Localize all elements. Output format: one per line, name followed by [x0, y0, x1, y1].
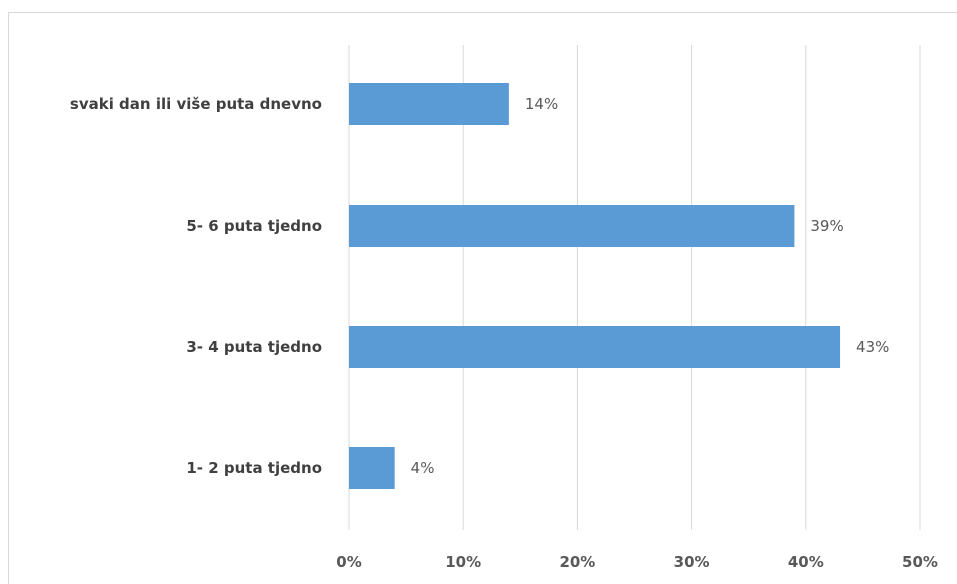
data-labels: 14% 39% 43% 4% [411, 95, 890, 477]
x-tick-label: 10% [445, 553, 481, 571]
x-tick-label: 30% [674, 553, 710, 571]
x-tick-label: 20% [559, 553, 595, 571]
bar [349, 447, 395, 489]
data-label: 14% [525, 95, 558, 113]
data-label: 43% [856, 338, 889, 356]
category-label: svaki dan ili više puta dnevno [70, 95, 322, 113]
bar [349, 205, 795, 247]
x-tick-label: 40% [788, 553, 824, 571]
category-label: 5- 6 puta tjedno [186, 217, 322, 235]
x-tick-label: 50% [902, 553, 938, 571]
bar [349, 83, 509, 125]
x-axis-tick-labels: 0% 10% 20% 30% 40% 50% [336, 553, 938, 571]
category-labels: svaki dan ili više puta dnevno 5- 6 puta … [70, 95, 322, 477]
bars [349, 83, 841, 489]
data-label: 39% [810, 217, 843, 235]
gridlines [348, 45, 921, 530]
category-label: 3- 4 puta tjedno [186, 338, 322, 356]
category-label: 1- 2 puta tjedno [186, 459, 322, 477]
x-tick-label: 0% [336, 553, 361, 571]
data-label: 4% [411, 459, 435, 477]
chart-area [8, 12, 957, 584]
bar [349, 326, 841, 368]
